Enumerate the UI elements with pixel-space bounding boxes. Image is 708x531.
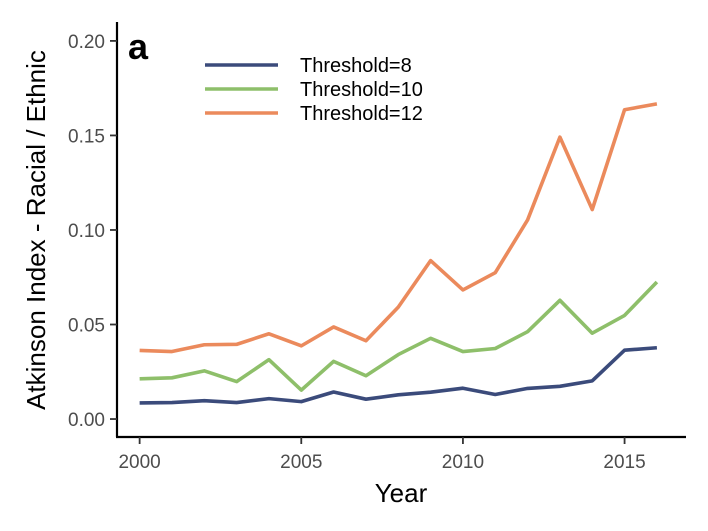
series-line-threshold-12: [139, 102, 658, 354]
series-layer: [139, 102, 659, 405]
legend-item: Threshold=12: [205, 103, 423, 125]
panel-label: a: [128, 26, 149, 67]
legend-item: Threshold=8: [205, 55, 412, 77]
legend-label: Threshold=8: [300, 55, 412, 77]
y-tick-label: 0.15: [68, 126, 105, 147]
y-tick-label: 0.05: [68, 316, 105, 337]
series-line-threshold-10: [139, 280, 659, 392]
x-tick-label: 2015: [603, 452, 645, 473]
y-tick-label: 0.10: [68, 221, 105, 242]
x-axis-title: Year: [375, 478, 428, 508]
x-tick-label: 2005: [280, 452, 322, 473]
series-line-threshold-8: [139, 345, 658, 405]
y-tick-label: 0.00: [68, 410, 105, 431]
x-tick-label: 2010: [442, 452, 484, 473]
legend-label: Threshold=12: [300, 103, 423, 125]
legend-item: Threshold=10: [205, 79, 423, 101]
x-tick-label: 2000: [118, 452, 160, 473]
y-axis-title: Atkinson Index - Racial / Ethnic: [21, 50, 51, 410]
y-tick-label: 0.20: [68, 32, 105, 53]
legend-label: Threshold=10: [300, 79, 423, 101]
ticks-layer: 2000 2005 2010 2015 0.00 0.05 0.10 0.15 0.20: [68, 32, 646, 473]
